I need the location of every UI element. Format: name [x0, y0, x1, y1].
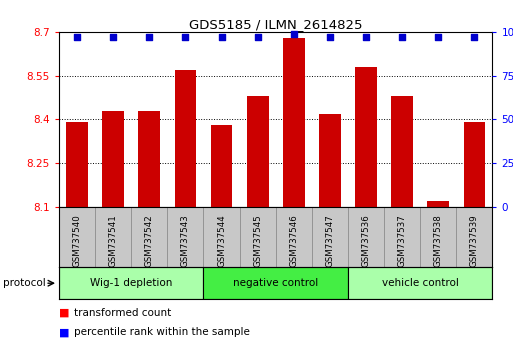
Bar	[66, 122, 88, 207]
Text: Wig-1 depletion: Wig-1 depletion	[90, 278, 172, 288]
Point	[253, 34, 262, 40]
Bar	[204, 267, 348, 299]
Text: ■: ■	[59, 308, 69, 318]
Bar	[283, 38, 305, 207]
Bar	[348, 267, 492, 299]
Text: GSM737545: GSM737545	[253, 214, 262, 267]
Text: GSM737547: GSM737547	[325, 214, 334, 267]
Text: GSM737539: GSM737539	[470, 214, 479, 267]
Point	[145, 34, 153, 40]
Bar	[102, 111, 124, 207]
Text: GSM737543: GSM737543	[181, 214, 190, 267]
Point	[109, 34, 117, 40]
Text: GSM737538: GSM737538	[434, 214, 443, 267]
Point	[362, 34, 370, 40]
Text: transformed count: transformed count	[74, 308, 172, 318]
Point	[398, 34, 406, 40]
Text: GSM737541: GSM737541	[109, 214, 117, 267]
Point	[218, 34, 226, 40]
Text: GSM737544: GSM737544	[217, 214, 226, 267]
Point	[290, 31, 298, 36]
Text: vehicle control: vehicle control	[382, 278, 459, 288]
Bar	[464, 122, 485, 207]
Bar	[174, 70, 196, 207]
Text: ■: ■	[59, 327, 69, 337]
Bar	[139, 111, 160, 207]
Text: GSM737540: GSM737540	[72, 214, 82, 267]
Point	[181, 34, 189, 40]
Bar	[355, 67, 377, 207]
Point	[470, 34, 479, 40]
Text: GSM737542: GSM737542	[145, 214, 154, 267]
Text: GSM737537: GSM737537	[398, 214, 407, 267]
Title: GDS5185 / ILMN_2614825: GDS5185 / ILMN_2614825	[189, 18, 363, 31]
Point	[326, 34, 334, 40]
Bar	[211, 125, 232, 207]
Bar	[247, 96, 268, 207]
Text: percentile rank within the sample: percentile rank within the sample	[74, 327, 250, 337]
Bar	[59, 267, 204, 299]
Point	[434, 34, 442, 40]
Text: GSM737536: GSM737536	[362, 214, 370, 267]
Bar	[391, 96, 413, 207]
Text: GSM737546: GSM737546	[289, 214, 298, 267]
Text: negative control: negative control	[233, 278, 319, 288]
Bar	[319, 114, 341, 207]
Bar	[427, 201, 449, 207]
Point	[73, 34, 81, 40]
Text: protocol: protocol	[3, 278, 45, 288]
